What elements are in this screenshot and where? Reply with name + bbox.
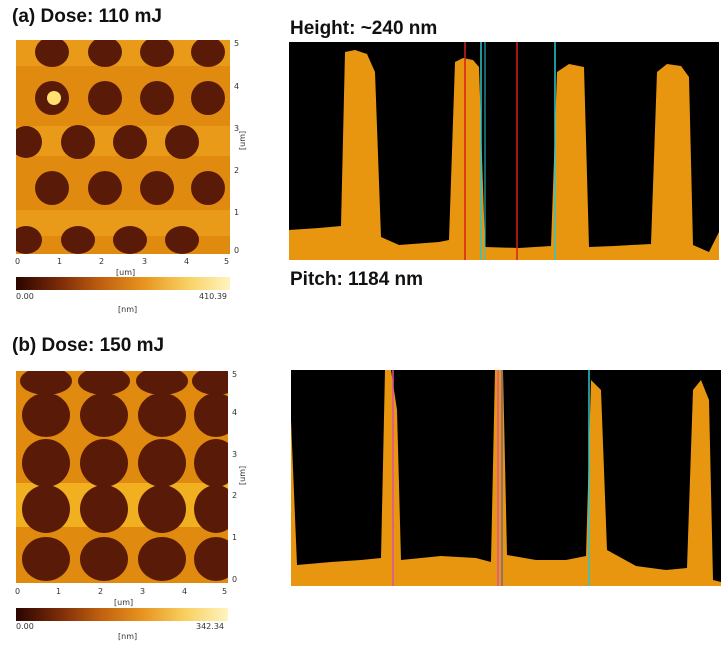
a-xtick-1: 1 (57, 257, 63, 266)
afm-image-b (16, 371, 228, 583)
height-label: Height: ~240 nm (290, 18, 438, 39)
b-xtick-3: 3 (140, 587, 146, 596)
b-colorbar-max: 342.34 (196, 622, 224, 631)
a-ytick-5: 5 (234, 39, 240, 48)
panel-b-title: (b) Dose: 150 mJ (12, 335, 165, 356)
a-xtick-5: 5 (224, 257, 230, 266)
b-ytick-3: 3 (232, 450, 238, 459)
a-xtick-0: 0 (15, 257, 21, 266)
colorbar-b (16, 608, 228, 621)
a-xunit: [um] (116, 268, 136, 277)
pitch-label: Pitch: 1184 nm (290, 269, 424, 290)
a-ytick-3: 3 (234, 124, 240, 133)
b-colorbar-min: 0.00 (16, 622, 34, 631)
b-xtick-4: 4 (182, 587, 188, 596)
a-xtick-2: 2 (99, 257, 105, 266)
afm-image-a (16, 40, 230, 254)
b-xtick-5: 5 (222, 587, 228, 596)
a-ytick-2: 2 (234, 166, 240, 175)
a-ytick-0: 0 (234, 246, 240, 255)
b-ytick-1: 1 (232, 533, 238, 542)
b-xtick-2: 2 (98, 587, 104, 596)
a-xtick-3: 3 (142, 257, 148, 266)
a-colorbar-min: 0.00 (16, 292, 34, 301)
a-xtick-4: 4 (184, 257, 190, 266)
height-profile-a (289, 42, 719, 260)
colorbar-a (16, 277, 230, 290)
b-xtick-1: 1 (56, 587, 62, 596)
b-ytick-2: 2 (232, 491, 238, 500)
panel-a-title: (a) Dose: 110 mJ (12, 6, 162, 27)
a-ytick-1: 1 (234, 208, 240, 217)
a-yunit: [um] (238, 130, 247, 150)
b-ytick-4: 4 (232, 408, 238, 417)
b-ytick-5: 5 (232, 370, 238, 379)
b-colorbar-unit: [nm] (118, 632, 138, 641)
a-colorbar-max: 410.39 (199, 292, 227, 301)
b-xunit: [um] (114, 598, 134, 607)
a-colorbar-unit: [nm] (118, 305, 138, 314)
height-profile-b (291, 370, 721, 586)
a-ytick-4: 4 (234, 82, 240, 91)
b-xtick-0: 0 (15, 587, 21, 596)
b-yunit: [um] (238, 465, 247, 485)
b-ytick-0: 0 (232, 575, 238, 584)
